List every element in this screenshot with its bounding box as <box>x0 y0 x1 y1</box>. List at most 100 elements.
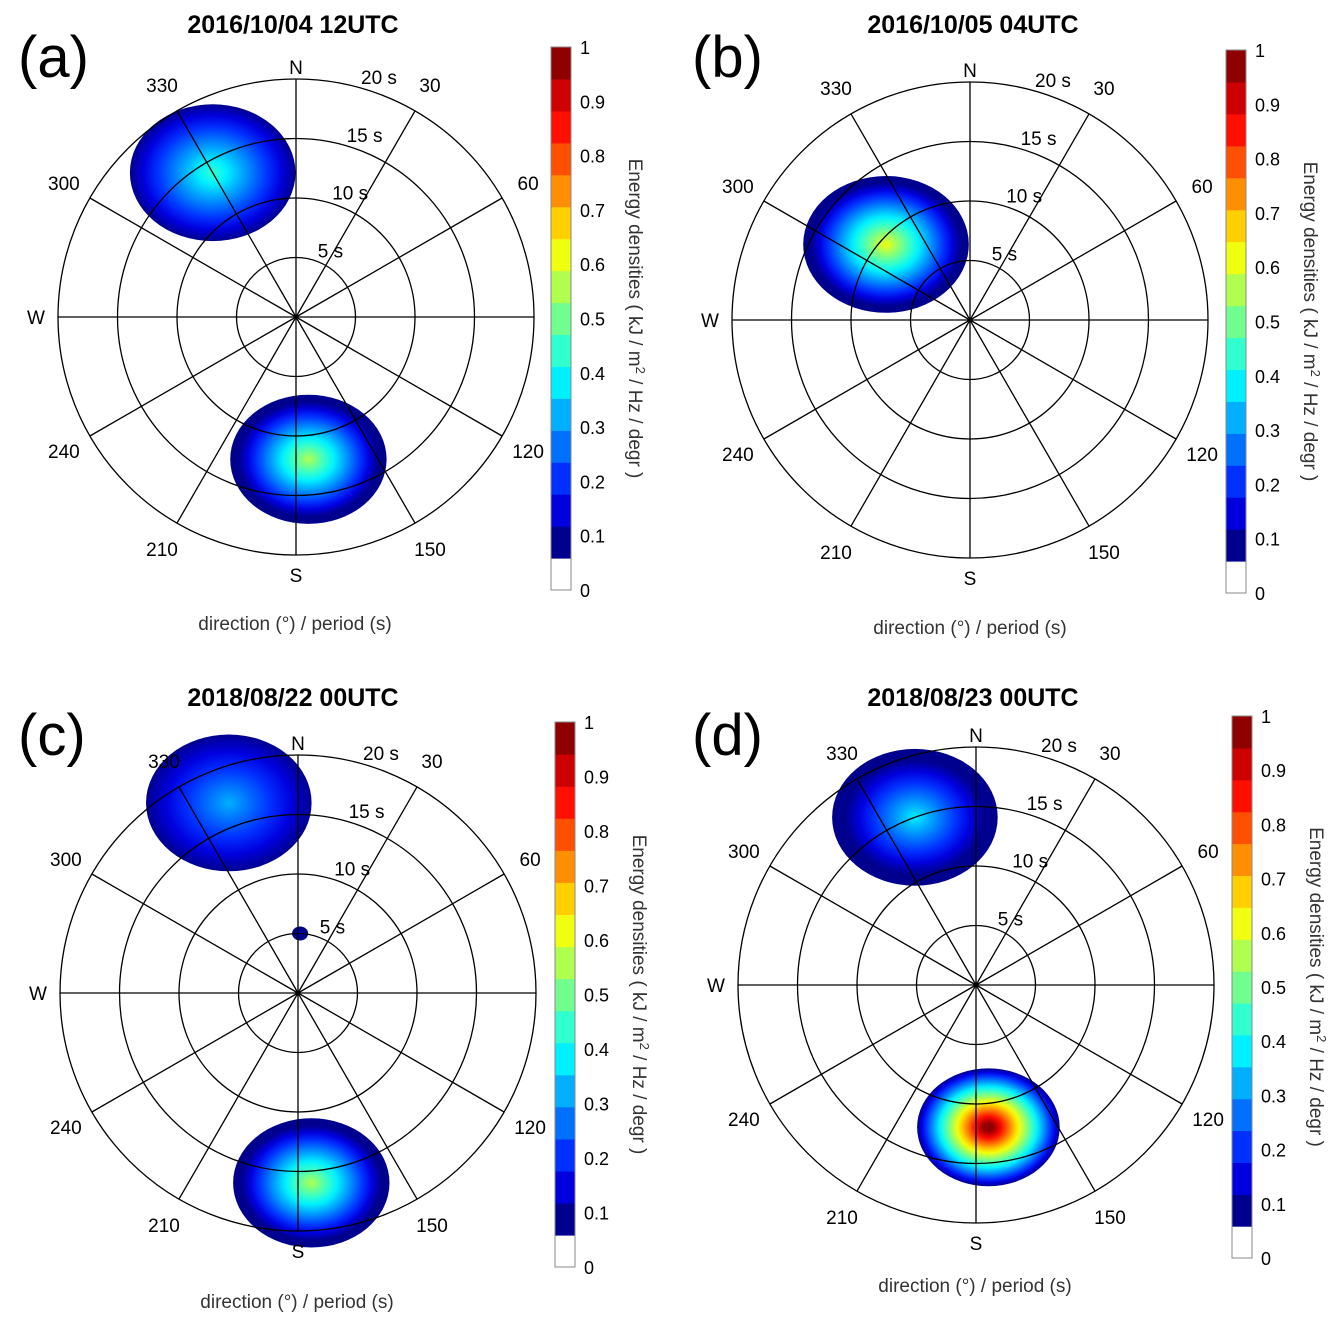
x-axis-label: direction (°) / period (s) <box>878 1276 1071 1297</box>
colorbar-label-text: Energy densities ( kJ / m <box>628 835 649 1043</box>
colorbar-tick: 0.2 <box>584 1149 609 1169</box>
axis-labels: N W S 30 60 120 150 210 240 300 330 5 s 10 s 15 s 20 s <box>29 734 546 1263</box>
colorbar-label-sup: 2 <box>634 367 649 374</box>
direction-label-n: N <box>963 61 977 82</box>
direction-spoke <box>297 786 418 994</box>
angle-label: 240 <box>728 1110 760 1131</box>
colorbar-swatch <box>1226 433 1246 466</box>
angle-label: 60 <box>518 174 539 195</box>
polar-grid <box>57 78 535 556</box>
colorbar-frame <box>550 46 572 591</box>
angle-label: 120 <box>512 442 544 463</box>
angle-label: 30 <box>421 752 442 773</box>
colorbar-swatch <box>1232 1194 1252 1227</box>
colorbar-tick: 0.9 <box>580 92 605 112</box>
angle-label: 240 <box>50 1118 82 1139</box>
direction-label-n: N <box>289 58 303 79</box>
colorbar-tick: 0.9 <box>584 768 609 788</box>
angle-label: 210 <box>826 1208 858 1229</box>
colorbar-tick: 0.5 <box>1261 978 1286 998</box>
colorbar-swatch <box>555 754 575 787</box>
angle-label: 300 <box>48 174 80 195</box>
colorbar-tick: 0.1 <box>584 1204 609 1224</box>
direction-spoke <box>176 110 297 318</box>
direction-spoke <box>763 319 971 440</box>
colorbar-swatch <box>555 850 575 883</box>
colorbar-label: Energy densities ( kJ / m2 / Hz / degr ) <box>1299 162 1324 482</box>
colorbar-swatch <box>1226 209 1246 243</box>
angle-label: 240 <box>48 442 80 463</box>
angle-label: 150 <box>1094 1208 1126 1229</box>
period-label: 20 s <box>363 744 399 765</box>
direction-label-s: S <box>290 566 303 587</box>
colorbar-label: Energy densities ( kJ / m2 / Hz / degr ) <box>628 835 653 1155</box>
colorbar-tick: 0.1 <box>1255 530 1280 550</box>
angle-label: 330 <box>826 744 858 765</box>
colorbar-tick: 0.4 <box>580 364 605 384</box>
colorbar-swatch <box>555 818 575 851</box>
direction-spoke <box>969 319 1177 440</box>
colorbar-swatch <box>555 1234 575 1268</box>
colorbar-label-tail: / Hz / degr ) <box>1305 1042 1326 1147</box>
colorbar-swatch <box>551 142 571 176</box>
panel-letter: (d) <box>692 703 763 768</box>
direction-spoke <box>297 992 418 1200</box>
colorbar-swatch <box>555 1170 575 1204</box>
colorbar-tick: 0.7 <box>580 201 605 221</box>
panel-letter: (b) <box>692 25 763 90</box>
colorbar-swatch <box>551 494 571 527</box>
period-label: 15 s <box>347 126 383 147</box>
colorbar-swatch <box>1232 1098 1252 1132</box>
colorbar-tick: 0.7 <box>1255 204 1280 224</box>
colorbar-swatch <box>551 462 571 495</box>
period-label: 15 s <box>1021 129 1057 150</box>
colorbar-swatch <box>1232 939 1252 972</box>
colorbar-swatch <box>551 174 571 208</box>
angle-label: 60 <box>1192 177 1213 198</box>
colorbar-label-sup: 2 <box>638 1043 653 1050</box>
direction-label-w: W <box>701 311 719 332</box>
colorbar-tick: 0.7 <box>1261 870 1286 890</box>
colorbar-label-tail: / Hz / degr ) <box>1299 377 1320 482</box>
chart-title: 2018/08/23 00UTC <box>867 684 1078 712</box>
colorbar-swatch <box>551 47 571 80</box>
energy-contours <box>129 104 387 524</box>
period-label: 20 s <box>361 68 397 89</box>
panel-4: (d)2018/08/23 00UTCNWS306012015021024030… <box>692 684 1330 1297</box>
angle-label: 60 <box>1198 842 1219 863</box>
colorbar-tick: 0.3 <box>1261 1086 1286 1106</box>
direction-label-s: S <box>964 569 977 590</box>
colorbar-tick: 0.8 <box>1255 150 1280 170</box>
colorbar-tick: 1 <box>580 38 590 58</box>
period-label: 10 s <box>1012 852 1048 873</box>
colorbar-tick: 0.4 <box>584 1040 609 1060</box>
colorbar-tick: 0 <box>1261 1249 1271 1269</box>
colorbar-tick: 0.7 <box>584 877 609 897</box>
angle-label: 210 <box>148 1216 180 1237</box>
period-label: 15 s <box>349 802 385 823</box>
colorbar-tick: 0.9 <box>1255 95 1280 115</box>
angle-label: 240 <box>722 445 754 466</box>
direction-spoke <box>856 984 977 1192</box>
energy-blob <box>233 1118 390 1248</box>
colorbar-swatch <box>1232 747 1252 781</box>
colorbar-tick: 0.2 <box>580 472 605 492</box>
direction-label-w: W <box>27 308 45 329</box>
colorbar-swatch <box>551 558 571 591</box>
colorbar-swatch <box>1232 907 1252 940</box>
colorbar-swatch <box>551 526 571 559</box>
colorbar-label: Energy densities ( kJ / m2 / Hz / degr ) <box>624 159 649 479</box>
direction-label-s: S <box>970 1234 983 1255</box>
period-label: 5 s <box>318 241 343 262</box>
polar-grid <box>737 746 1215 1224</box>
colorbar-label-text: Energy densities ( kJ / m <box>1299 162 1320 370</box>
direction-spoke <box>969 200 1177 321</box>
direction-spoke <box>91 873 299 994</box>
direction-spoke <box>975 984 1096 1192</box>
colorbar-label-text: Energy densities ( kJ / m <box>1305 827 1326 1035</box>
period-label: 20 s <box>1041 736 1077 757</box>
colorbar-swatch <box>1232 1066 1252 1100</box>
x-axis-label: direction (°) / period (s) <box>873 618 1066 639</box>
colorbar-swatch <box>1226 465 1246 498</box>
